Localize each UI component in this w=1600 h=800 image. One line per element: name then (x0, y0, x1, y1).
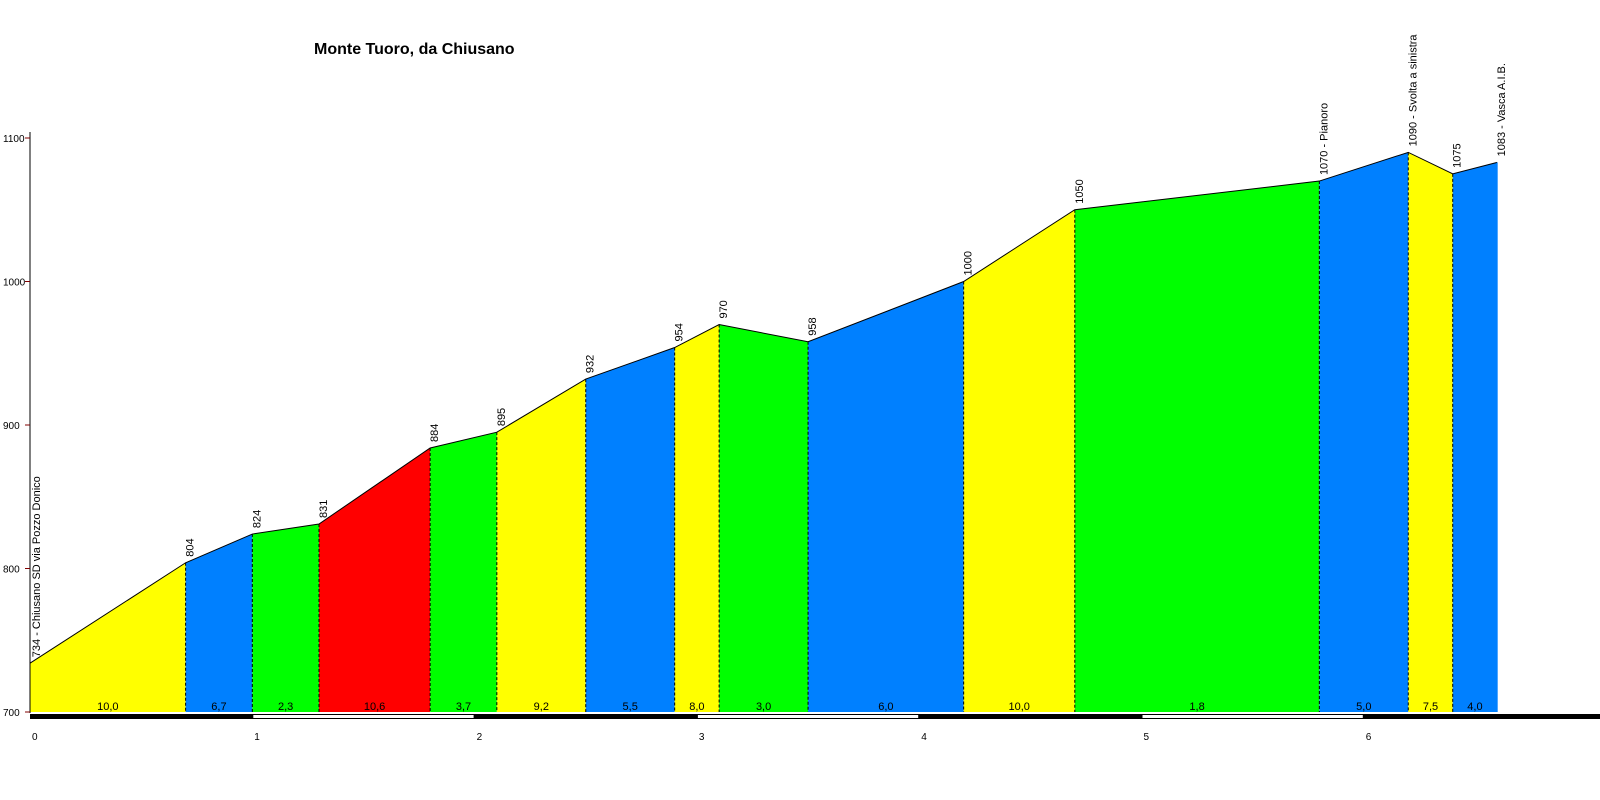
chart-title: Monte Tuoro, da Chiusano (314, 41, 515, 58)
elevation-label-12: 1050 (1074, 179, 1086, 203)
gradient-label-14: 7,5 (1423, 701, 1438, 713)
y-tick-label-1100: 1100 (3, 134, 25, 145)
gradient-label-5: 3,7 (456, 701, 471, 713)
segment-8 (674, 324, 720, 712)
elevation-label-16: 1083 - Vasca A.I.B. (1496, 63, 1508, 156)
elevation-labels: 734 - Chiusano SD via Pozzo Donico 804 824… (31, 34, 1508, 658)
y-tick-label-1000: 1000 (3, 278, 26, 289)
elevation-label-2: 804 (185, 538, 197, 556)
x-tick-label-6: 6 (1366, 732, 1372, 743)
km-bar-white-3 (697, 715, 919, 718)
gradient-label-15: 4,0 (1467, 701, 1482, 713)
x-tick-label-0: 0 (32, 732, 38, 743)
gradient-label-10: 6,0 (878, 701, 893, 713)
elevation-label-4: 831 (318, 500, 330, 518)
gradient-label-7: 5,5 (623, 701, 638, 713)
km-bar-white-5 (1142, 715, 1363, 718)
segment-7 (585, 347, 675, 712)
segment-dividers (185, 152, 1454, 712)
gradient-label-8: 8,0 (689, 701, 704, 713)
gradient-label-6: 9,2 (534, 701, 549, 713)
elevation-label-10: 958 (807, 317, 819, 335)
elevation-label-14: 1090 - Svolta a sinistra (1407, 34, 1419, 147)
segment-10 (808, 281, 964, 712)
profile-outline (29, 151, 1498, 664)
gradient-label-1: 10,0 (97, 701, 118, 713)
gradient-label-9: 3,0 (756, 701, 771, 713)
gradient-label-2: 6,7 (211, 701, 226, 713)
segment-9 (719, 324, 809, 712)
elevation-label-11: 1000 (963, 251, 975, 275)
profile-line (29, 151, 1498, 712)
segment-13 (1319, 152, 1409, 713)
elevation-label-3: 824 (251, 510, 263, 528)
gradient-label-4: 10,6 (364, 701, 385, 713)
segment-5 (430, 432, 497, 712)
y-tick-label-700: 700 (3, 708, 20, 719)
km-bar-white-1 (253, 715, 474, 718)
x-tick-label-1: 1 (254, 732, 260, 743)
gradient-labels: 10,0 6,7 2,3 10,6 3,7 9,2 5,5 8,0 3,0 6,0 10,0 1,8 5… (97, 701, 1483, 713)
gradient-label-12: 1,8 (1189, 701, 1204, 713)
segment-2 (185, 534, 253, 712)
x-tick-label-3: 3 (699, 732, 705, 743)
segment-1 (30, 562, 186, 712)
x-tick-label-4: 4 (921, 732, 927, 743)
gradient-label-3: 2,3 (278, 701, 293, 713)
segment-6 (496, 379, 586, 712)
gradient-label-11: 10,0 (1009, 701, 1030, 713)
gradient-segments (30, 152, 1498, 713)
segment-12 (1074, 181, 1320, 713)
axes: 700 800 900 1000 1100 0 1 2 3 4 5 6 (3, 132, 1600, 743)
segment-14 (1408, 152, 1453, 713)
y-tick-label-900: 900 (3, 421, 20, 432)
gradient-label-13: 5,0 (1356, 701, 1371, 713)
elevation-label-6: 895 (496, 408, 508, 426)
elevation-label-9: 970 (718, 300, 730, 318)
segment-15 (1452, 162, 1498, 712)
y-tick-label-800: 800 (3, 565, 20, 576)
elevation-label-7: 932 (585, 355, 597, 373)
elevation-label-15: 1075 (1452, 143, 1464, 167)
elevation-label-8: 954 (674, 323, 686, 341)
segment-11 (963, 209, 1075, 712)
x-tick-label-5: 5 (1144, 732, 1150, 743)
elevation-label-1: 734 - Chiusano SD via Pozzo Donico (31, 476, 43, 657)
elevation-label-13: 1070 - Pianoro (1318, 103, 1330, 175)
elevation-label-5: 884 (429, 424, 441, 442)
segment-4 (318, 447, 431, 712)
segment-3 (252, 524, 319, 712)
x-tick-label-2: 2 (477, 732, 483, 743)
